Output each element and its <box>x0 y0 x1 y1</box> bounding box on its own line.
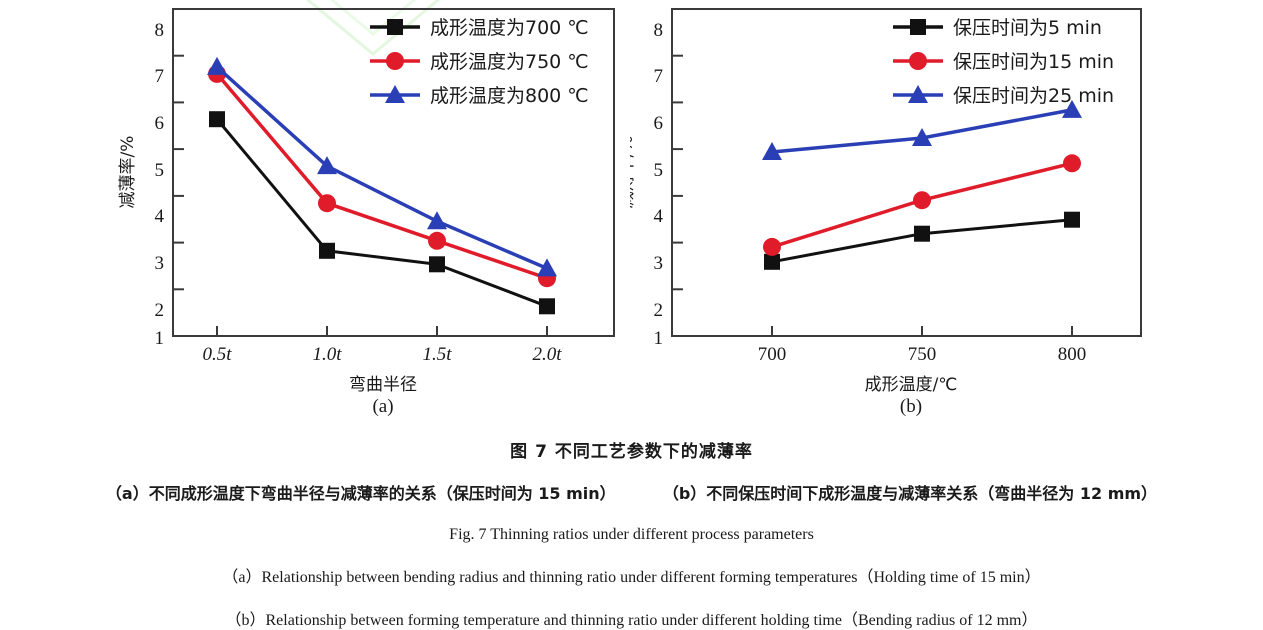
caption-en-title: Fig. 7 Thinning ratios under different p… <box>449 526 814 543</box>
y-tick-3: 3 <box>155 253 165 274</box>
y-tick-8: 8 <box>654 20 664 41</box>
figure-caption-block: 图 7 不同工艺参数下的减薄率 （a）不同成形温度下弯曲半径与减薄率的关系（保压… <box>0 425 1263 630</box>
y-tick-6: 6 <box>654 113 664 134</box>
panel-b-svg: 8 7 6 5 4 3 2 1 700 750 800 成形温度/℃ 减薄 <box>630 8 1142 395</box>
panel-a-letter: (a) <box>372 396 394 417</box>
caption-cn-subcaptions: （a）不同成形温度下弯曲半径与减薄率的关系（保压时间为 15 min） （b）不… <box>0 480 1263 504</box>
panel-a-series-blue-markers <box>207 56 557 277</box>
panel-a-y-tick-labels: 8 7 6 5 4 3 2 1 <box>155 20 165 349</box>
x-tick-2: 800 <box>1058 344 1087 365</box>
panel-b-series-blue-markers <box>762 99 1082 160</box>
panel-a-series-black-markers <box>209 111 555 315</box>
square-marker-icon <box>387 19 403 35</box>
y-tick-2: 2 <box>654 300 664 321</box>
panel-b-x-axis-title: 成形温度/℃ <box>865 375 958 395</box>
y-tick-6: 6 <box>155 113 165 134</box>
x-tick-0: 0.5t <box>202 344 232 365</box>
figure-area: 8 7 6 5 4 3 2 1 0.5t 1.0t 1.5t 2.0t <box>0 0 1263 425</box>
panel-a-legend-item-0[interactable]: 成形温度为700 ℃ <box>370 17 589 39</box>
panel-b-y-axis-title: 减薄率/% <box>630 136 637 209</box>
y-tick-1: 1 <box>155 328 165 349</box>
panel-b-y-tick-labels: 8 7 6 5 4 3 2 1 <box>654 20 664 349</box>
caption-en-b: （b）Relationship between forming temperat… <box>225 612 1038 629</box>
panel-a-series-red-line <box>215 72 548 280</box>
caption-en-a: （a）Relationship between bending radius a… <box>222 569 1041 586</box>
square-marker-icon <box>910 19 926 35</box>
caption-cn-title: 图 7 不同工艺参数下的减薄率 <box>510 442 753 462</box>
panel-b-series-black-markers <box>764 211 1080 270</box>
panel-b-plot-frame <box>671 8 1142 337</box>
panel-b-legend-label-0: 保压时间为5 min <box>953 17 1102 39</box>
panel-a-y-axis-title: 减薄率/% <box>118 136 138 209</box>
y-tick-1: 1 <box>654 328 664 349</box>
x-tick-3: 2.0t <box>532 344 562 365</box>
panel-a-legend-item-1[interactable]: 成形温度为750 ℃ <box>370 51 589 73</box>
panel-b-legend-item-2[interactable]: 保压时间为25 min <box>893 85 1114 107</box>
y-tick-7: 7 <box>654 66 664 87</box>
panel-a-y-ticks <box>173 8 184 337</box>
chart-panel-b: 8 7 6 5 4 3 2 1 700 750 800 成形温度/℃ 减薄 <box>630 0 1263 425</box>
panel-a-legend-label-0: 成形温度为700 ℃ <box>430 17 589 39</box>
y-tick-5: 5 <box>654 160 664 181</box>
panel-b-series-red-markers <box>763 154 1081 256</box>
panel-b-x-tick-labels: 700 750 800 <box>758 344 1087 365</box>
y-tick-4: 4 <box>155 206 165 227</box>
panel-b-x-ticks <box>771 326 1073 336</box>
panel-a-svg: 8 7 6 5 4 3 2 1 0.5t 1.0t 1.5t 2.0t <box>118 8 615 395</box>
y-tick-8: 8 <box>155 20 165 41</box>
panel-a-series-black-line <box>215 118 548 308</box>
panel-a-series-blue-line <box>215 65 548 271</box>
panel-a-x-ticks <box>216 326 548 336</box>
triangle-marker-icon <box>385 85 405 103</box>
panel-b-legend-label-1: 保压时间为15 min <box>953 51 1114 73</box>
triangle-marker-icon <box>908 85 928 103</box>
y-tick-4: 4 <box>654 206 664 227</box>
y-tick-3: 3 <box>654 253 664 274</box>
panel-b-letter: (b) <box>899 396 923 417</box>
y-tick-5: 5 <box>155 160 165 181</box>
panel-a-legend-label-1: 成形温度为750 ℃ <box>430 51 589 73</box>
panel-a-x-axis-title: 弯曲半径 <box>349 375 417 395</box>
panel-b-legend: 保压时间为5 min 保压时间为15 min 保压时间为25 min <box>893 17 1114 107</box>
panel-a-legend-item-2[interactable]: 成形温度为800 ℃ <box>370 85 589 107</box>
circle-marker-icon <box>909 52 927 70</box>
panel-a-legend-label-2: 成形温度为800 ℃ <box>430 85 589 107</box>
panel-a-legend: 成形温度为700 ℃ 成形温度为750 ℃ 成形温度为800 ℃ <box>370 17 589 107</box>
panel-b-legend-item-1[interactable]: 保压时间为15 min <box>893 51 1114 73</box>
circle-marker-icon <box>386 52 404 70</box>
chart-panel-a: 8 7 6 5 4 3 2 1 0.5t 1.0t 1.5t 2.0t <box>0 0 630 425</box>
caption-cn-b: （b）不同保压时间下成形温度与减薄率关系（弯曲半径为 12 mm） <box>662 484 1158 503</box>
x-tick-0: 700 <box>758 344 787 365</box>
x-tick-1: 1.0t <box>312 344 342 365</box>
x-tick-2: 1.5t <box>422 344 452 365</box>
panel-b-legend-label-2: 保压时间为25 min <box>953 85 1114 107</box>
panel-b-y-ticks <box>672 8 683 337</box>
panel-a-plot-frame <box>172 8 615 337</box>
panel-b-legend-item-0[interactable]: 保压时间为5 min <box>893 17 1102 39</box>
panel-a-x-tick-labels: 0.5t 1.0t 1.5t 2.0t <box>202 344 562 365</box>
caption-cn-a: （a）不同成形温度下弯曲半径与减薄率的关系（保压时间为 15 min） <box>105 484 616 503</box>
y-tick-2: 2 <box>155 300 165 321</box>
y-tick-7: 7 <box>155 66 165 87</box>
x-tick-1: 750 <box>908 344 937 365</box>
